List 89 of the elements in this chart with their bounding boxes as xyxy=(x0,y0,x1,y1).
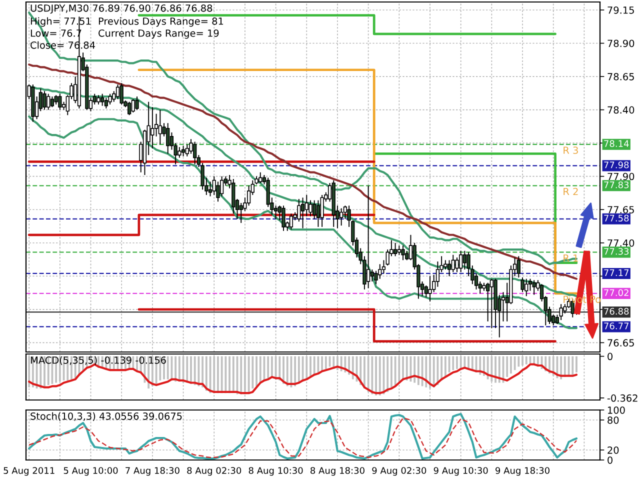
y-tick-label: 78.90 xyxy=(608,40,634,48)
ref-line-label: 77.33 xyxy=(604,248,629,255)
chart-title: MACD(5,35,5) -0.139 -0.156 xyxy=(30,356,166,365)
candlestick xyxy=(532,280,536,296)
ref-line-label: 76.77 xyxy=(604,322,629,330)
candlestick xyxy=(258,172,262,184)
candlestick xyxy=(524,278,528,297)
candlestick xyxy=(447,260,452,277)
candlestick xyxy=(451,254,455,273)
y-tick-label: 20 xyxy=(608,446,619,454)
x-tick-label: 7 Aug 18:30 xyxy=(126,467,180,476)
candlestick xyxy=(54,94,58,105)
candlestick xyxy=(131,98,135,113)
candlestick xyxy=(108,93,112,105)
candlestick xyxy=(320,194,324,228)
candlestick xyxy=(158,109,162,145)
y-tick-label: 76.65 xyxy=(608,339,634,347)
line-series xyxy=(28,64,578,280)
x-tick-label: 8 Aug 18:30 xyxy=(310,467,364,476)
chart-title: USDJPY,M30 76.89 76.90 76.86 76.88 xyxy=(30,4,212,14)
annotation: R 2 xyxy=(564,188,578,196)
candlestick xyxy=(42,90,46,110)
candlestick xyxy=(316,200,320,228)
candlestick xyxy=(459,250,463,273)
candlestick xyxy=(490,278,494,329)
x-tick-label: 9 Aug 02:30 xyxy=(372,467,426,476)
candlestick xyxy=(516,256,520,278)
y-tick-label: 80 xyxy=(608,416,619,424)
x-tick-label: 8 Aug 02:30 xyxy=(187,467,242,476)
candlestick xyxy=(340,208,344,226)
candlestick xyxy=(112,90,116,102)
candlestick xyxy=(150,106,154,149)
annotation: Previous Days Range= 81 xyxy=(98,17,224,27)
candlestick xyxy=(393,242,398,257)
candlestick xyxy=(428,276,432,302)
candlestick xyxy=(289,213,294,230)
candlestick xyxy=(181,145,186,157)
candlestick xyxy=(282,205,286,232)
candlestick xyxy=(178,146,182,158)
x-tick-label: 8 Aug 10:30 xyxy=(248,467,303,476)
y-tick-label: -0.362 xyxy=(607,394,638,402)
ref-line-label: 78.14 xyxy=(604,140,629,148)
y-tick-label: 77.90 xyxy=(608,172,634,180)
ref-line-label: 77.02 xyxy=(604,289,628,296)
x-tick-label: 9 Aug 18:30 xyxy=(496,467,550,476)
candlestick xyxy=(128,101,132,116)
ref-line-label: 77.17 xyxy=(604,269,629,276)
candlestick xyxy=(520,276,524,293)
y-tick-label: 78.65 xyxy=(608,73,634,80)
ref-line-label: 77.58 xyxy=(604,214,629,222)
y-tick-label: 0 xyxy=(608,456,612,464)
line-series xyxy=(28,363,578,394)
candlestick xyxy=(92,93,96,105)
candlestick xyxy=(462,250,466,270)
x-tick-label: 5 Aug 2011 xyxy=(4,467,54,476)
candlestick xyxy=(370,269,374,282)
x-tick-label: 9 Aug 10:30 xyxy=(434,467,488,476)
ref-line-label: 76.88 xyxy=(604,308,629,315)
candlestick xyxy=(232,178,236,214)
candlestick xyxy=(366,185,370,289)
candlestick xyxy=(116,84,120,100)
candlestick xyxy=(46,93,50,110)
y-tick-label: 0 xyxy=(608,352,612,360)
chart-title: Stoch(10,3,3) 43.0556 39.0675 xyxy=(30,412,182,421)
candlestick xyxy=(297,198,301,222)
ref-line-label: 77.83 xyxy=(604,181,629,188)
candlestick xyxy=(50,96,54,108)
y-tick-label: 77.65 xyxy=(608,206,634,214)
y-tick-label: 79.15 xyxy=(608,6,634,14)
candlestick xyxy=(193,141,197,165)
y-tick-label: 100 xyxy=(608,406,625,414)
candlestick xyxy=(135,96,139,110)
candlestick xyxy=(166,122,170,154)
y-tick-label: 78.40 xyxy=(608,106,634,114)
candlestick xyxy=(120,82,124,105)
candlestick xyxy=(100,93,104,106)
candlestick xyxy=(58,93,62,110)
x-tick-label: 5 Aug 10:00 xyxy=(64,467,118,476)
candlestick xyxy=(104,97,108,109)
annotation: Current Days Range= 19 xyxy=(98,29,219,39)
candlestick xyxy=(559,304,563,321)
candlestick xyxy=(96,94,100,105)
candlestick xyxy=(455,257,459,273)
annotation: R 3 xyxy=(564,146,578,154)
ref-line-label: 77.98 xyxy=(604,161,629,168)
candlestick xyxy=(401,245,405,261)
y-tick-label: 77.40 xyxy=(608,239,634,247)
candlestick xyxy=(300,197,305,229)
candlestick xyxy=(397,245,401,256)
